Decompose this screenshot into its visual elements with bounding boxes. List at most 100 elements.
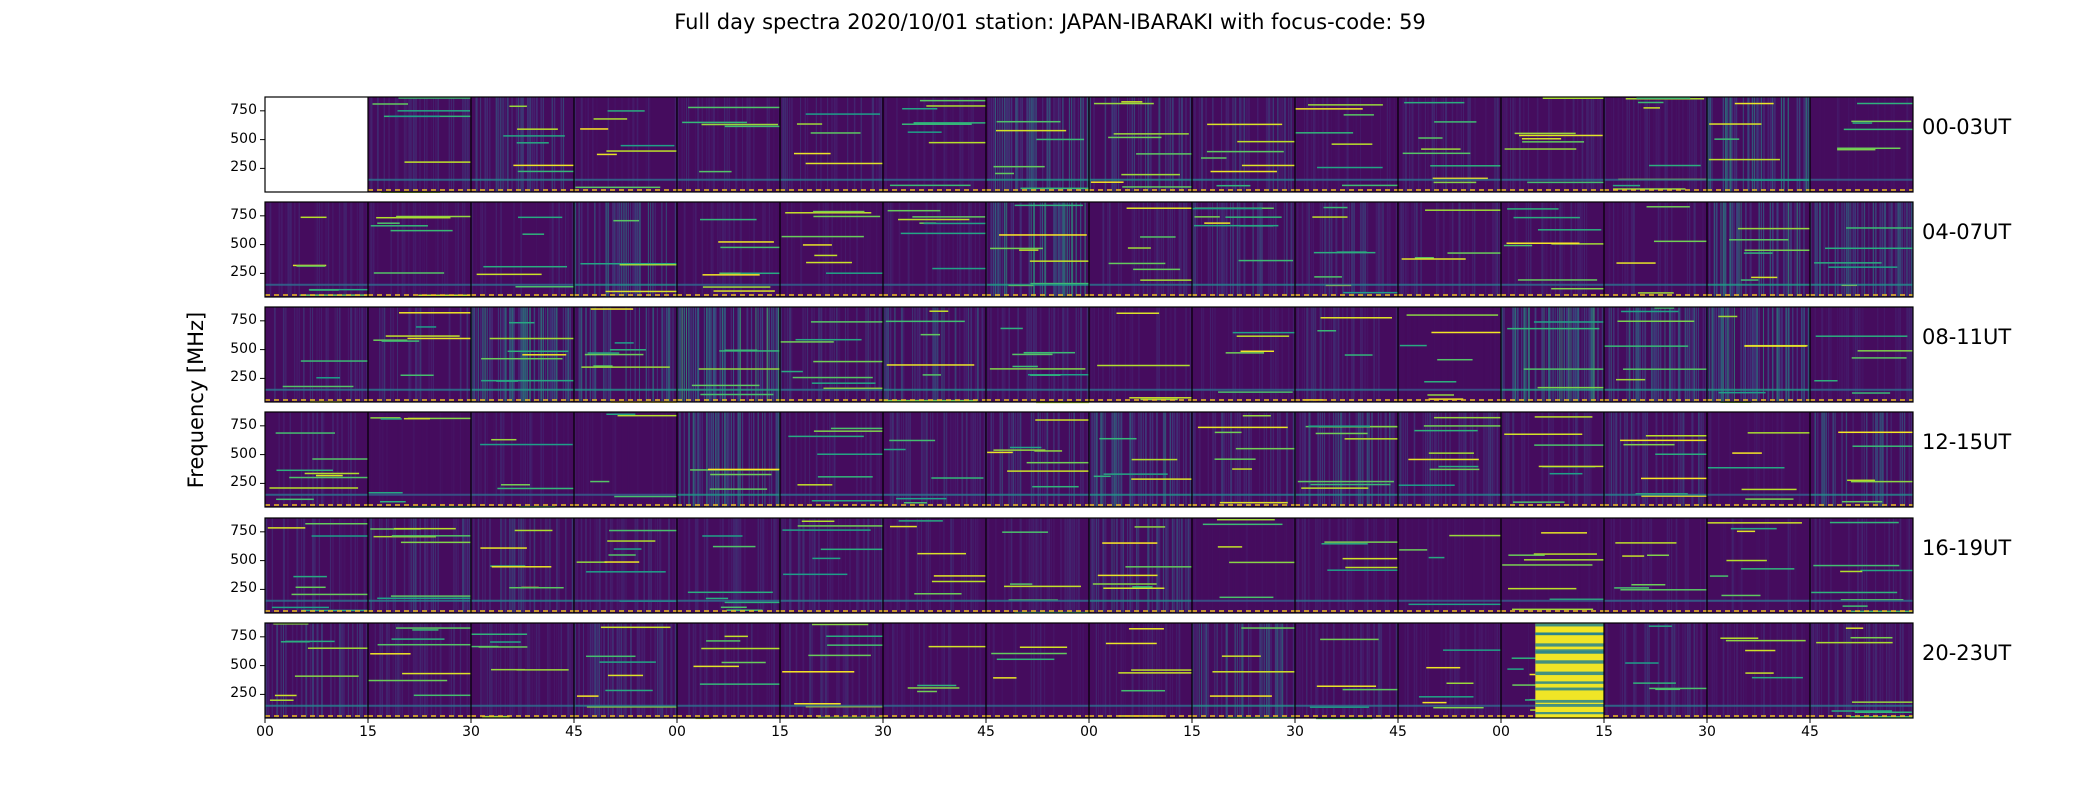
time-streak <box>1391 412 1394 507</box>
time-streak <box>1113 518 1115 613</box>
time-streak <box>1657 623 1660 718</box>
frequency-line <box>1534 416 1593 418</box>
time-streak <box>1617 97 1620 192</box>
time-streak <box>1167 97 1170 192</box>
time-streak <box>988 97 990 192</box>
time-streak <box>1548 307 1550 402</box>
time-streak <box>880 97 882 192</box>
time-streak <box>876 518 878 613</box>
time-streak <box>1178 518 1180 613</box>
time-streak <box>585 412 588 507</box>
time-streak <box>862 202 865 297</box>
time-streak <box>1286 202 1288 297</box>
low-band-line <box>677 388 780 391</box>
time-streak <box>732 307 735 402</box>
low-band-line <box>265 599 368 602</box>
time-streak <box>1037 518 1039 613</box>
time-streak <box>930 412 931 507</box>
time-streak <box>376 97 379 192</box>
frequency-line <box>1036 138 1085 141</box>
time-streak <box>509 307 511 402</box>
time-streak <box>437 518 439 613</box>
time-streak <box>488 307 491 402</box>
time-streak <box>1151 518 1153 613</box>
time-streak <box>827 202 829 297</box>
time-streak <box>988 518 990 613</box>
frequency-line <box>907 687 960 689</box>
time-streak <box>1776 412 1779 507</box>
spectrum-panel <box>1707 202 1810 297</box>
time-streak <box>1062 202 1065 297</box>
time-streak <box>990 97 993 192</box>
time-streak <box>894 623 896 718</box>
time-streak <box>1451 307 1454 402</box>
time-streak <box>1810 623 1812 718</box>
time-streak <box>712 623 715 718</box>
time-streak <box>851 623 854 718</box>
time-streak <box>1740 623 1742 718</box>
time-streak <box>504 623 506 718</box>
time-streak <box>334 307 336 402</box>
time-streak <box>728 202 731 297</box>
spectrum-panel <box>677 202 780 297</box>
time-streak <box>556 412 558 507</box>
time-streak <box>1733 518 1736 613</box>
time-streak <box>1384 518 1387 613</box>
time-streak <box>647 97 650 192</box>
time-streak <box>1203 307 1205 402</box>
low-band-line <box>1604 599 1707 602</box>
x-tick-label: 45 <box>1801 724 1819 740</box>
time-streak <box>1689 97 1691 192</box>
time-streak <box>1071 623 1073 718</box>
time-streak <box>1171 518 1174 613</box>
time-streak <box>710 307 712 402</box>
time-streak <box>1366 202 1369 297</box>
time-streak <box>1771 97 1774 192</box>
time-streak <box>439 412 442 507</box>
time-streak <box>1572 412 1574 507</box>
time-streak <box>1818 97 1822 192</box>
time-streak <box>1068 518 1072 613</box>
time-streak <box>1073 97 1076 192</box>
time-streak <box>697 307 700 402</box>
frequency-line <box>275 432 335 434</box>
time-streak <box>441 412 444 507</box>
time-streak <box>1794 202 1796 297</box>
frequency-line <box>1512 501 1565 503</box>
time-streak <box>1785 623 1788 718</box>
time-streak <box>1796 202 1798 297</box>
frequency-line <box>1631 583 1666 586</box>
time-streak <box>1839 307 1841 402</box>
time-streak <box>1588 412 1591 507</box>
frequency-line <box>1418 696 1474 698</box>
time-streak <box>952 202 954 297</box>
time-streak <box>1021 97 1023 192</box>
time-streak <box>1559 307 1561 402</box>
time-streak <box>571 518 574 613</box>
spectrum-panel <box>1089 518 1192 613</box>
time-streak <box>1845 202 1848 297</box>
time-streak <box>1077 623 1080 718</box>
time-streak <box>574 412 577 507</box>
time-streak <box>372 518 375 613</box>
time-streak <box>370 412 373 507</box>
time-streak <box>905 412 908 507</box>
time-streak <box>1671 307 1673 402</box>
time-streak <box>361 202 364 297</box>
time-streak <box>632 202 635 297</box>
chart-title: Full day spectra 2020/10/01 station: JAP… <box>674 10 1426 34</box>
time-streak <box>1380 97 1382 192</box>
frequency-line <box>928 141 986 144</box>
frequency-line <box>1616 378 1646 381</box>
time-streak <box>1413 202 1416 297</box>
time-streak <box>1630 412 1633 507</box>
time-streak <box>963 307 966 402</box>
time-streak <box>1453 518 1457 613</box>
time-streak <box>1138 518 1140 613</box>
spectrum-panel <box>1089 307 1192 402</box>
time-streak <box>327 307 329 402</box>
time-streak <box>1834 623 1837 718</box>
frequency-line <box>788 435 864 438</box>
frequency-line <box>1734 102 1774 105</box>
time-streak <box>1682 97 1684 192</box>
